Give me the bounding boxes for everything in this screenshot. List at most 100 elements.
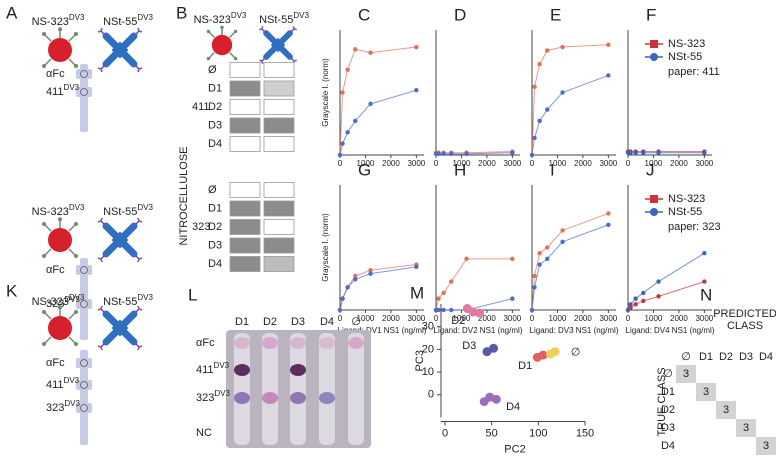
x-tick-label: 100 bbox=[529, 427, 547, 439]
data-point bbox=[449, 307, 454, 313]
ns-323-molecule bbox=[211, 34, 233, 56]
data-point bbox=[532, 273, 537, 279]
series-line bbox=[531, 212, 609, 311]
strip-pad bbox=[76, 358, 92, 368]
x-tick-label: 1000 bbox=[357, 159, 375, 168]
blot-cell bbox=[229, 136, 261, 152]
blot-cell bbox=[229, 219, 261, 235]
row-label: D4 bbox=[208, 258, 222, 270]
row-label: NC bbox=[196, 427, 212, 439]
antenna bbox=[44, 34, 52, 42]
blot-cell bbox=[263, 117, 295, 134]
antenna bbox=[68, 312, 76, 320]
matrix-ylabel: TRUE CLASS bbox=[656, 367, 668, 436]
legend-marker bbox=[650, 53, 658, 61]
lane bbox=[262, 333, 278, 445]
cluster-label: D1 bbox=[518, 360, 532, 372]
spot bbox=[80, 381, 88, 389]
x-tick-label: 3000 bbox=[407, 159, 425, 168]
ns-323-molecule bbox=[48, 38, 72, 62]
data-point bbox=[656, 150, 661, 155]
antenna-tip bbox=[233, 56, 238, 61]
matrix-cell bbox=[676, 365, 696, 383]
data-point bbox=[545, 245, 550, 250]
data-point bbox=[641, 150, 646, 155]
data-point bbox=[560, 239, 565, 245]
data-point bbox=[656, 279, 661, 284]
matrix-title: CLASS bbox=[727, 320, 763, 332]
panel-letter: E bbox=[550, 5, 561, 24]
data-point bbox=[368, 50, 373, 55]
data-point bbox=[353, 118, 358, 124]
data-point bbox=[545, 256, 550, 262]
matrix-value: 3 bbox=[763, 440, 769, 452]
data-point bbox=[510, 150, 515, 155]
data-point bbox=[345, 285, 350, 290]
spot-label: 323DV3 bbox=[46, 399, 80, 414]
group-label: 411 bbox=[192, 101, 210, 113]
data-point bbox=[441, 290, 446, 296]
blot-cell bbox=[263, 237, 295, 254]
row-label: D4 bbox=[208, 138, 222, 150]
antenna bbox=[68, 248, 76, 256]
blot-cell bbox=[229, 256, 261, 272]
row-label: ∅ bbox=[663, 368, 673, 380]
data-point bbox=[414, 88, 419, 93]
antenna-tip bbox=[74, 342, 78, 346]
x-tick-label: 1000 bbox=[645, 314, 663, 323]
spot bbox=[80, 266, 88, 274]
y-axis-label: Grayscale I. (norm) bbox=[321, 213, 330, 282]
spot-label-main: αFc bbox=[46, 264, 65, 276]
data-point bbox=[489, 343, 499, 353]
strip-pad bbox=[76, 87, 92, 97]
data-point bbox=[464, 151, 469, 157]
lane bbox=[348, 333, 364, 445]
antenna-tip bbox=[42, 64, 46, 68]
blot-cell bbox=[263, 200, 295, 217]
x-tick-label: 2000 bbox=[382, 314, 400, 323]
strip-pad bbox=[76, 69, 92, 79]
series-line bbox=[627, 252, 705, 311]
data-point bbox=[449, 279, 454, 284]
row-label: Ø bbox=[208, 184, 217, 196]
x-tick-label: 1000 bbox=[549, 159, 567, 168]
row-label: D3 bbox=[208, 239, 222, 251]
data-point bbox=[345, 130, 350, 135]
series-line bbox=[339, 264, 417, 311]
legend-note: paper: 411 bbox=[668, 66, 720, 78]
data-point bbox=[337, 307, 343, 313]
antenna bbox=[68, 58, 76, 66]
blot-cell bbox=[229, 99, 261, 115]
row-label: D1 bbox=[661, 386, 675, 398]
blot-cell bbox=[229, 237, 261, 254]
molecule-name-sup: DV3 bbox=[69, 203, 85, 212]
row-label-sup: DV3 bbox=[214, 361, 230, 370]
row-label: Ø bbox=[208, 64, 217, 76]
x-tick-label: 2000 bbox=[478, 314, 496, 323]
dot-spot bbox=[319, 337, 335, 349]
data-point bbox=[529, 152, 535, 158]
x-tick-label: 0 bbox=[530, 314, 535, 323]
spot-label-main: 411 bbox=[46, 379, 64, 391]
series-line bbox=[339, 266, 417, 311]
data-point bbox=[641, 290, 646, 296]
column-label: ∅ bbox=[351, 316, 361, 328]
data-point bbox=[560, 44, 565, 50]
ns-323-molecule bbox=[48, 316, 72, 340]
panel-letter: B bbox=[176, 3, 187, 22]
blot-cell bbox=[263, 136, 295, 152]
panel-letter: H bbox=[454, 160, 466, 179]
data-point bbox=[436, 296, 441, 301]
data-point bbox=[475, 308, 485, 318]
antenna bbox=[208, 31, 215, 38]
lane bbox=[319, 333, 335, 445]
molecule-name-sup: DV3 bbox=[231, 11, 247, 20]
group-label: 323 bbox=[192, 221, 210, 233]
data-point bbox=[345, 67, 350, 72]
x-tick-label: 0 bbox=[338, 159, 343, 168]
blot-cell bbox=[263, 99, 295, 115]
dot-spot bbox=[290, 364, 306, 376]
row-label: D2 bbox=[208, 101, 222, 113]
spot bbox=[80, 300, 88, 308]
blot-cell bbox=[229, 62, 261, 78]
